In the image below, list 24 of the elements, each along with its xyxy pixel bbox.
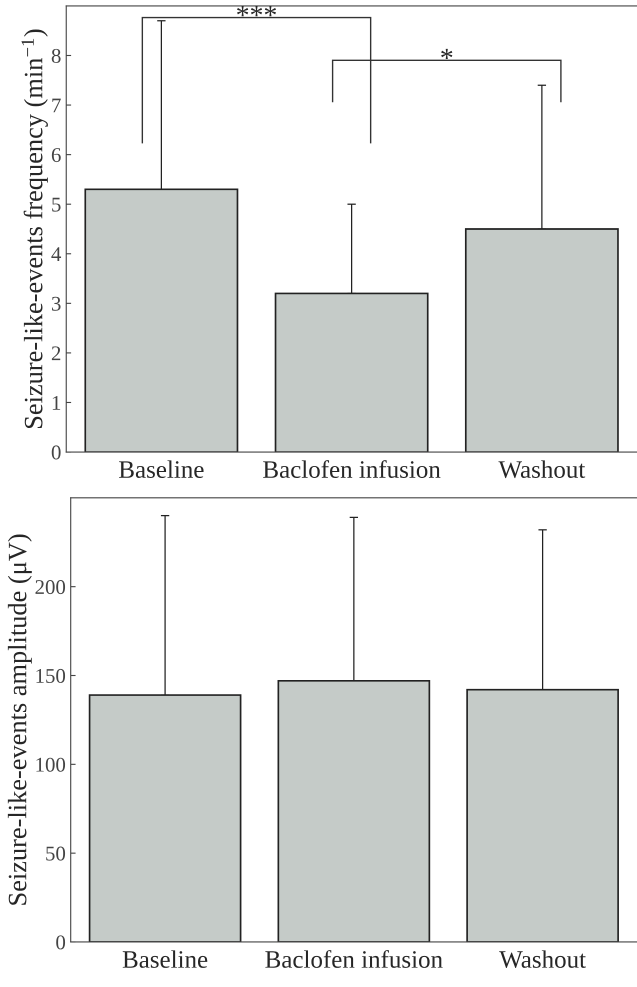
x-tick-label: Baclofen infusion	[263, 460, 440, 478]
y-tick-label: 0	[52, 445, 61, 460]
y-axis-title: Seizure-like-events amplitude (μV)	[8, 534, 32, 905]
y-tick-label: 4	[51, 247, 62, 261]
x-tick-label: Washout	[498, 460, 586, 478]
x-tick-label: Baseline	[122, 950, 208, 968]
y-tick-label: 3	[52, 296, 61, 311]
y-tick-label: 150	[36, 668, 66, 683]
x-tick-label: Baseline	[119, 460, 204, 478]
y-tick-label: 1	[52, 396, 60, 410]
y-tick-label: 6	[52, 148, 61, 162]
y-tick-label: 100	[36, 758, 66, 772]
y-tick-label: 200	[36, 580, 66, 594]
x-tick-label: Baclofen infusion	[265, 950, 443, 968]
y-tick-label: 5	[52, 198, 61, 212]
y-tick-label: 8	[52, 48, 61, 63]
annotation: *	[441, 48, 452, 60]
annotation: ***	[237, 6, 276, 16]
y-tick-label: 50	[46, 846, 66, 861]
y-tick-label: 0	[56, 935, 66, 950]
y-axis-title: Seizure-like-events frequency (min$^{−1}$)	[22, 29, 48, 428]
y-tick-label: 2	[52, 346, 60, 360]
x-tick-label: Washout	[499, 950, 586, 968]
y-tick-label: 7	[52, 98, 61, 112]
